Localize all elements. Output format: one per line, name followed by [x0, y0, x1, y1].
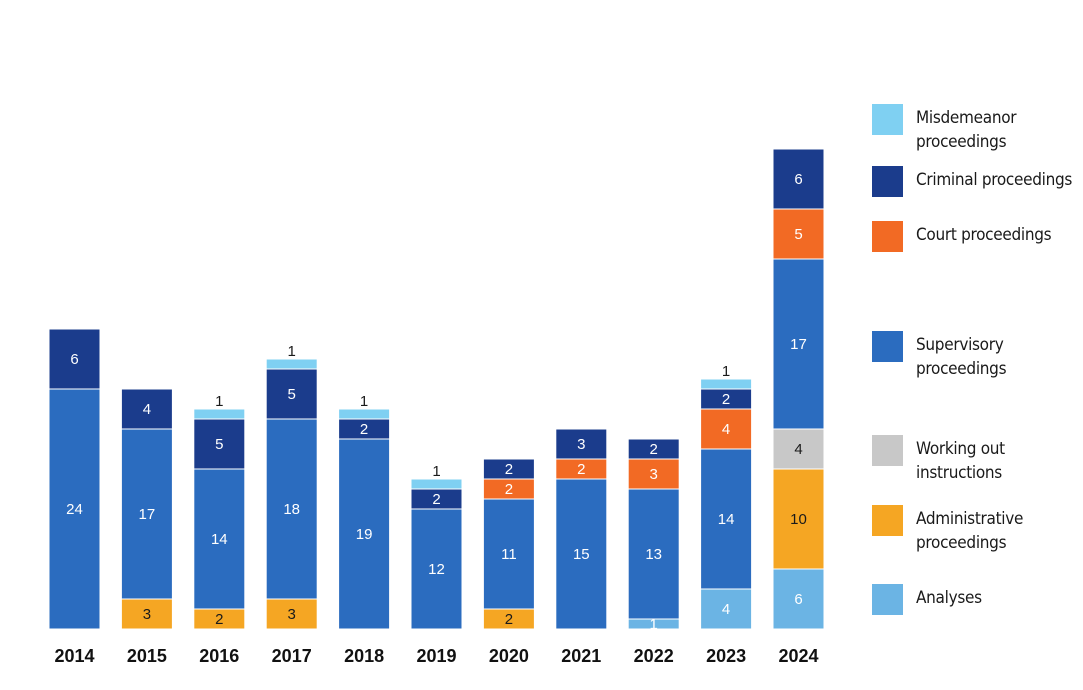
- bar-segment-2023-misdemeanor-proceedings: [700, 378, 753, 390]
- bar-segment-2016-supervisory-proceedings: [193, 468, 246, 610]
- data-label-2019-criminal-proceedings: 2: [432, 491, 440, 508]
- x-tick-label-2021: 2021: [561, 646, 601, 666]
- x-tick-label-2015: 2015: [127, 646, 167, 666]
- data-label-2020-administrative-proceedings: 2: [505, 611, 513, 628]
- bar-segment-2022-criminal-proceedings: [627, 438, 680, 460]
- data-label-2024-court-proceedings: 5: [794, 226, 802, 243]
- stacked-bar-chart: 2462014317420152145120163185120171921201…: [48, 148, 825, 666]
- x-tick-label-2017: 2017: [272, 646, 312, 666]
- bar-segment-2014-supervisory-proceedings: [48, 388, 101, 630]
- bar-segment-2023-court-proceedings: [700, 408, 753, 450]
- x-tick-label-2024: 2024: [778, 646, 818, 666]
- data-label-2024-supervisory-proceedings: 17: [790, 336, 807, 353]
- data-label-2020-criminal-proceedings: 2: [505, 461, 513, 478]
- data-label-2024-working-out-instructions: 4: [794, 441, 802, 458]
- data-label-2021-court-proceedings: 2: [577, 461, 585, 478]
- legend: Misdemeanor proceedings Criminal proceed…: [872, 0, 1077, 690]
- data-label-2022-analyses: 1: [650, 616, 658, 633]
- bar-segment-2024-administrative-proceedings: [772, 468, 825, 570]
- data-label-2023-misdemeanor-proceedings: 1: [722, 363, 730, 380]
- data-label-2018-misdemeanor-proceedings: 1: [360, 393, 368, 410]
- x-tick-label-2018: 2018: [344, 646, 384, 666]
- bar-segment-2023-analyses: [700, 588, 753, 630]
- data-label-2018-supervisory-proceedings: 19: [356, 526, 373, 543]
- data-label-2024-administrative-proceedings: 10: [790, 511, 807, 528]
- data-label-2014-criminal-proceedings: 6: [70, 351, 78, 368]
- bar-segment-2024-court-proceedings: [772, 208, 825, 260]
- data-label-2020-court-proceedings: 2: [505, 481, 513, 498]
- bar-segment-2019-misdemeanor-proceedings: [410, 478, 463, 490]
- bar-segment-2017-administrative-proceedings: [265, 598, 318, 630]
- bar-segment-2014-criminal-proceedings: [48, 328, 101, 390]
- legend-label-analyses: Analyses: [916, 588, 982, 608]
- bar-segment-2023-supervisory-proceedings: [700, 448, 753, 590]
- data-label-2017-supervisory-proceedings: 18: [283, 501, 300, 518]
- bar-segment-2021-criminal-proceedings: [555, 428, 608, 460]
- legend-label-criminal: Criminal proceedings: [916, 170, 1073, 190]
- data-label-2017-administrative-proceedings: 3: [288, 606, 296, 623]
- bar-segment-2017-supervisory-proceedings: [265, 418, 318, 600]
- data-label-2015-supervisory-proceedings: 17: [139, 506, 156, 523]
- data-label-2024-analyses: 6: [794, 591, 802, 608]
- data-label-2014-supervisory-proceedings: 24: [66, 501, 83, 518]
- bar-segment-2019-supervisory-proceedings: [410, 508, 463, 630]
- bar-segment-2016-criminal-proceedings: [193, 418, 246, 470]
- data-label-2016-misdemeanor-proceedings: 1: [215, 393, 223, 410]
- data-label-2022-criminal-proceedings: 2: [650, 441, 658, 458]
- x-tick-label-2022: 2022: [634, 646, 674, 666]
- data-label-2016-criminal-proceedings: 5: [215, 436, 223, 453]
- legend-swatch-misdemeanor: [872, 104, 903, 135]
- legend-swatch-criminal: [872, 166, 903, 197]
- legend-label-misdemeanor: Misdemeanor proceedings: [916, 108, 1017, 152]
- data-label-2019-misdemeanor-proceedings: 1: [432, 463, 440, 480]
- legend-swatch-administrative: [872, 505, 903, 536]
- data-label-2019-supervisory-proceedings: 12: [428, 561, 445, 578]
- x-tick-label-2019: 2019: [416, 646, 456, 666]
- data-label-2022-court-proceedings: 3: [650, 466, 658, 483]
- data-label-2015-administrative-proceedings: 3: [143, 606, 151, 623]
- bar-segment-2018-supervisory-proceedings: [338, 438, 391, 630]
- data-label-2016-supervisory-proceedings: 14: [211, 531, 228, 548]
- data-label-2020-supervisory-proceedings: 11: [501, 546, 517, 563]
- legend-swatch-working-out: [872, 435, 903, 466]
- x-tick-label-2016: 2016: [199, 646, 239, 666]
- legend-label-court: Court proceedings: [916, 225, 1052, 245]
- bar-segment-2024-working-out-instructions: [772, 428, 825, 470]
- bar-segment-2015-supervisory-proceedings: [120, 428, 173, 600]
- bar-segment-2024-criminal-proceedings: [772, 148, 825, 210]
- x-tick-label-2020: 2020: [489, 646, 529, 666]
- data-label-2024-criminal-proceedings: 6: [794, 171, 802, 188]
- data-label-2021-supervisory-proceedings: 15: [573, 546, 590, 563]
- data-label-2023-supervisory-proceedings: 14: [718, 511, 735, 528]
- data-label-2017-misdemeanor-proceedings: 1: [288, 343, 296, 360]
- data-label-2016-administrative-proceedings: 2: [215, 611, 223, 628]
- data-label-2022-supervisory-proceedings: 13: [645, 546, 662, 563]
- data-label-2023-criminal-proceedings: 2: [722, 391, 730, 408]
- x-tick-label-2023: 2023: [706, 646, 746, 666]
- data-label-2018-criminal-proceedings: 2: [360, 421, 368, 438]
- legend-label-administrative: Administrative proceedings: [916, 509, 1024, 553]
- legend-swatch-court: [872, 221, 903, 252]
- bar-segment-2018-misdemeanor-proceedings: [338, 408, 391, 420]
- bar-segment-2020-criminal-proceedings: [482, 458, 535, 480]
- legend-label-supervisory: Supervisory proceedings: [916, 335, 1007, 379]
- bar-segment-2017-misdemeanor-proceedings: [265, 358, 318, 370]
- data-label-2023-analyses: 4: [722, 601, 730, 618]
- data-label-2017-criminal-proceedings: 5: [288, 386, 296, 403]
- legend-swatch-supervisory: [872, 331, 903, 362]
- bar-segment-2021-supervisory-proceedings: [555, 478, 608, 630]
- legend-swatch-analyses: [872, 584, 903, 615]
- bar-segment-2016-misdemeanor-proceedings: [193, 408, 246, 420]
- data-label-2021-criminal-proceedings: 3: [577, 436, 585, 453]
- x-tick-label-2014: 2014: [54, 646, 94, 666]
- bar-segment-2020-supervisory-proceedings: [482, 498, 535, 610]
- data-label-2015-criminal-proceedings: 4: [143, 401, 151, 418]
- legend-label-working-out: Working out instructions: [916, 439, 1005, 483]
- data-label-2023-court-proceedings: 4: [722, 421, 730, 438]
- bar-segment-2015-criminal-proceedings: [120, 388, 173, 430]
